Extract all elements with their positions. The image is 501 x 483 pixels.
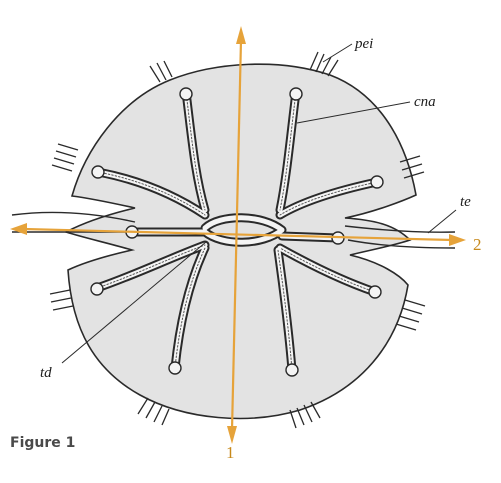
axis-1-arrowhead-top (236, 26, 246, 44)
axis-2-line (23, 227, 453, 242)
label-cna: cna (414, 94, 436, 110)
label-pei: pei (354, 36, 373, 52)
label-te: te (460, 194, 471, 210)
leader-pei (322, 43, 353, 63)
axis-2-number: 2 (473, 235, 482, 254)
axis-2-arrowhead-right (449, 234, 466, 246)
comb-row-right-lower (395, 299, 426, 331)
comb-row-right-upper (399, 155, 425, 179)
canal-end-bulbs (90, 87, 384, 377)
leader-cna (296, 101, 411, 124)
label-td: td (40, 365, 52, 381)
figure-caption: Figure 1 (10, 435, 75, 451)
leader-te (427, 209, 457, 234)
axis-1-number: 1 (226, 443, 235, 462)
axis-2-arrowhead-left (10, 223, 27, 235)
comb-row-top-right (309, 51, 339, 77)
tentacle-right (344, 225, 456, 249)
leader-td (61, 241, 207, 364)
comb-row-bottom-left (137, 397, 170, 426)
comb-rows (49, 51, 426, 429)
comb-row-left-lower (49, 289, 74, 311)
comb-row-left-upper (51, 143, 79, 172)
axis-1-arrowhead-bottom (227, 426, 237, 444)
symmetry-axes (10, 26, 466, 444)
leader-lines (61, 43, 457, 364)
canal-beading (96, 91, 378, 371)
comb-row-top-left (149, 60, 173, 83)
comb-row-bottom-right (289, 401, 321, 429)
